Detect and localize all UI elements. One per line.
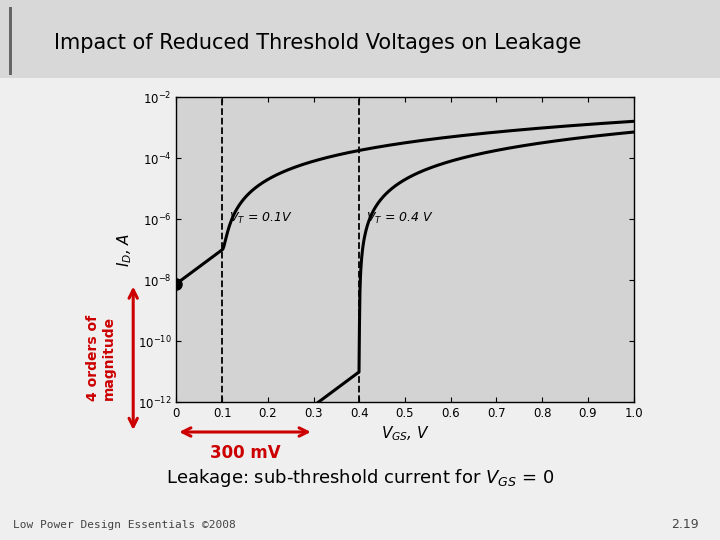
Text: Impact of Reduced Threshold Voltages on Leakage: Impact of Reduced Threshold Voltages on … [54, 32, 581, 53]
Text: $V_T$ = 0.1V: $V_T$ = 0.1V [229, 211, 293, 226]
Bar [9, 7, 12, 75]
Bar [0, 0, 720, 78]
Y-axis label: $I_D$, A: $I_D$, A [115, 233, 133, 267]
Text: Low Power Design Essentials ©2008: Low Power Design Essentials ©2008 [13, 520, 235, 530]
X-axis label: $V_{GS}$, V: $V_{GS}$, V [381, 424, 429, 443]
Bar [0, 65, 720, 540]
Text: Leakage: sub-threshold current for $V_{GS}$ = 0: Leakage: sub-threshold current for $V_{G… [166, 467, 554, 489]
Text: $V_T$ = 0.4 V: $V_T$ = 0.4 V [366, 211, 434, 226]
Text: 300 mV: 300 mV [210, 443, 280, 462]
Text: 2.19: 2.19 [671, 518, 698, 531]
Text: 4 orders of
magnitude: 4 orders of magnitude [86, 315, 116, 401]
